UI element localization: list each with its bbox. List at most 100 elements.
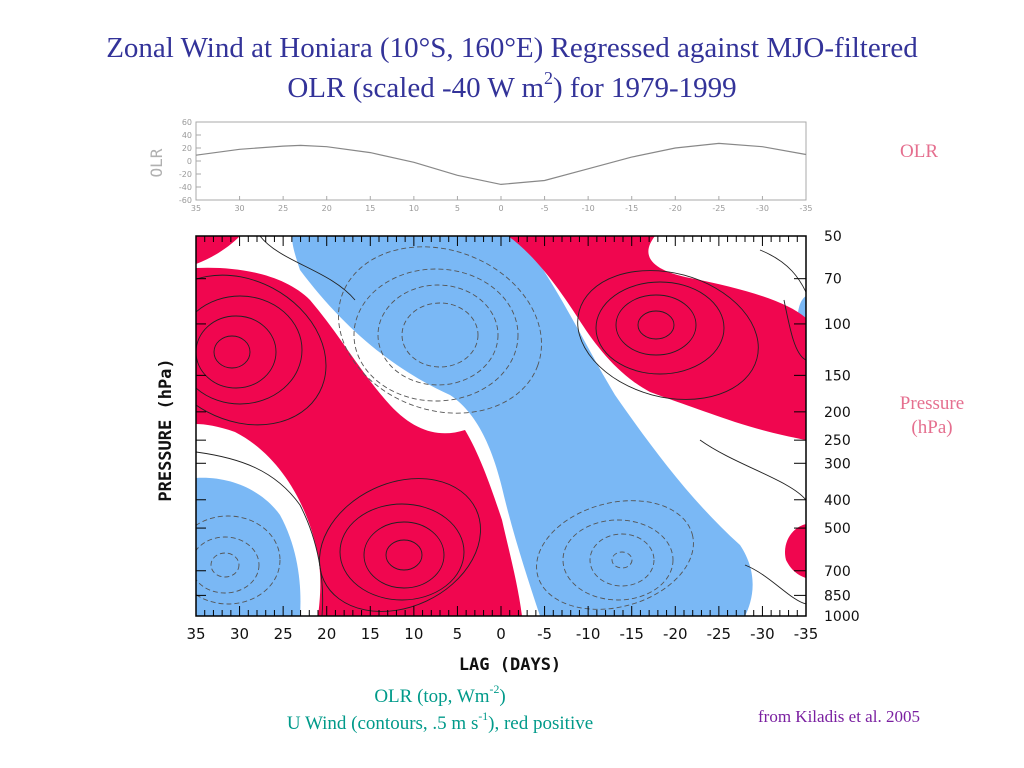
positive-contour <box>339 503 465 601</box>
wind-x-tick-label: 5 <box>453 625 463 643</box>
olr-y-tick-label: -20 <box>179 170 192 179</box>
caption-line-2-end: ), red positive <box>488 713 594 734</box>
pressure-side-label: Pressure (hPa) <box>872 392 992 440</box>
olr-plot-frame <box>195 121 807 201</box>
olr-axis-label: OLR <box>147 148 166 177</box>
wind-chart: 35 30 25 20 15 10 5 0 -5 -10 -15 -20 -25 -30 -35 50701… <box>156 229 860 675</box>
olr-y-tick-label: 60 <box>182 118 192 127</box>
olr-x-tick-label: 0 <box>498 204 503 213</box>
positive-contour <box>615 294 697 356</box>
negative-contour <box>338 246 542 414</box>
page-title: Zonal Wind at Honiara (10°S, 160°E) Regr… <box>0 28 1024 108</box>
olr-y-tick-label: 40 <box>182 131 192 140</box>
olr-x-tick-label: -35 <box>799 204 812 213</box>
olr-x-tick-label: 5 <box>455 204 460 213</box>
positive-contour <box>196 295 303 405</box>
pressure-side-label-line1: Pressure <box>899 393 965 414</box>
zero-contour <box>699 439 806 501</box>
positive-contour <box>595 281 725 375</box>
negative-contour <box>611 551 633 569</box>
olr-x-tick-label: 15 <box>365 204 375 213</box>
positive-region-upperleft <box>196 267 522 616</box>
olr-x-tick-label: 25 <box>278 204 288 213</box>
wind-y-tick-label: 50 <box>824 229 842 245</box>
olr-chart: 60 40 20 0 -20 -40 -60 35 30 25 20 15 10 5 0 -5 -10 -15 -… <box>147 118 813 213</box>
source-credit: from Kiladis et al. 2005 <box>758 707 920 726</box>
caption-line-1-end: ) <box>499 686 506 707</box>
positive-contour <box>385 539 423 571</box>
caption-line-2-sup: -1 <box>478 709 489 723</box>
olr-x-tick-label: 30 <box>234 204 244 213</box>
negative-contour <box>196 515 281 605</box>
olr-y-tick-label: -60 <box>179 196 192 205</box>
olr-x-tick-label: -25 <box>712 204 725 213</box>
olr-y-tick-label: 20 <box>182 144 192 153</box>
olr-x-tick-label: -10 <box>582 204 595 213</box>
olr-x-tick-label: 35 <box>191 204 201 213</box>
wind-x-tick-label: -25 <box>707 625 732 643</box>
zero-contour <box>783 299 806 361</box>
zero-contour <box>744 564 806 605</box>
wind-x-tick-label: -35 <box>794 625 819 643</box>
olr-y-tick-label: -40 <box>179 183 192 192</box>
wind-y-tick-label: 150 <box>824 368 851 384</box>
figure-caption: OLR (top, Wm-2) U Wind (contours, .5 m s… <box>230 683 650 737</box>
positive-contour <box>363 521 445 589</box>
wind-y-tick-label: 70 <box>824 272 842 288</box>
positive-region-topleft-sliver <box>196 236 240 264</box>
zero-contour <box>259 236 356 301</box>
olr-x-tick-label: -15 <box>625 204 638 213</box>
wind-x-tick-label: 0 <box>496 625 506 643</box>
positive-contour <box>196 274 327 426</box>
negative-contour <box>210 552 240 578</box>
olr-side-label: OLR <box>900 141 938 162</box>
wind-x-tick-label: -20 <box>663 625 688 643</box>
wind-x-tick-label: -10 <box>576 625 601 643</box>
negative-contour <box>353 268 519 402</box>
title-line-2-text: OLR (scaled -40 W m <box>287 72 545 104</box>
wind-y-tick-label: 200 <box>824 405 851 421</box>
olr-x-tick-label: -30 <box>756 204 769 213</box>
negative-contour <box>196 536 260 594</box>
olr-x-tick-label: 20 <box>322 204 332 213</box>
wind-x-tick-label: -15 <box>619 625 644 643</box>
wind-y-tick-label: 1000 <box>824 609 860 625</box>
wind-x-tick-label: 10 <box>404 625 423 643</box>
title-line-2-end: ) for 1979-1999 <box>553 72 737 104</box>
positive-contour <box>577 270 759 400</box>
wind-x-axis-label: LAG (DAYS) <box>459 655 561 675</box>
title-superscript: 2 <box>544 67 553 88</box>
negative-contour <box>589 533 655 587</box>
wind-contour-field <box>196 236 806 616</box>
wind-x-tick-label: 25 <box>274 625 293 643</box>
wind-x-tick-label: 20 <box>317 625 336 643</box>
wind-x-tick-label: -5 <box>537 625 552 643</box>
wind-y-axis-label: PRESSURE (hPa) <box>156 358 176 501</box>
wind-y-tick-label: 300 <box>824 456 851 472</box>
negative-contour <box>401 302 479 368</box>
wind-y-tick-label: 850 <box>824 588 851 604</box>
positive-region-lowerright <box>784 524 806 578</box>
title-line-2: OLR (scaled -40 W m2) for 1979-1999 <box>0 68 1024 108</box>
olr-x-tick-label: 10 <box>409 204 419 213</box>
negative-region-band <box>292 236 753 616</box>
pressure-side-label-line2: (hPa) <box>911 417 953 438</box>
wind-y-tick-label: 700 <box>824 564 851 580</box>
wind-x-tick-label: 35 <box>186 625 205 643</box>
wind-x-tick-label: 30 <box>230 625 249 643</box>
caption-line-1-text: OLR (top, Wm <box>374 686 490 707</box>
title-line-1: Zonal Wind at Honiara (10°S, 160°E) Regr… <box>106 32 918 64</box>
olr-y-tick-label: 0 <box>187 157 192 166</box>
wind-y-tick-label: 500 <box>824 521 851 537</box>
zero-contour <box>196 451 324 616</box>
wind-y-tick-label: 250 <box>824 433 851 449</box>
wind-y-tick-label: 400 <box>824 493 851 509</box>
positive-contour <box>637 310 675 340</box>
olr-x-tick-label: -5 <box>541 204 549 213</box>
caption-line-2: U Wind (contours, .5 m s-1), red positiv… <box>230 710 650 737</box>
caption-line-1-sup: -2 <box>489 682 500 696</box>
wind-x-tick-label: 15 <box>361 625 380 643</box>
olr-x-tick-label: -20 <box>669 204 682 213</box>
caption-line-1: OLR (top, Wm-2) <box>230 683 650 710</box>
positive-contour <box>213 335 251 369</box>
